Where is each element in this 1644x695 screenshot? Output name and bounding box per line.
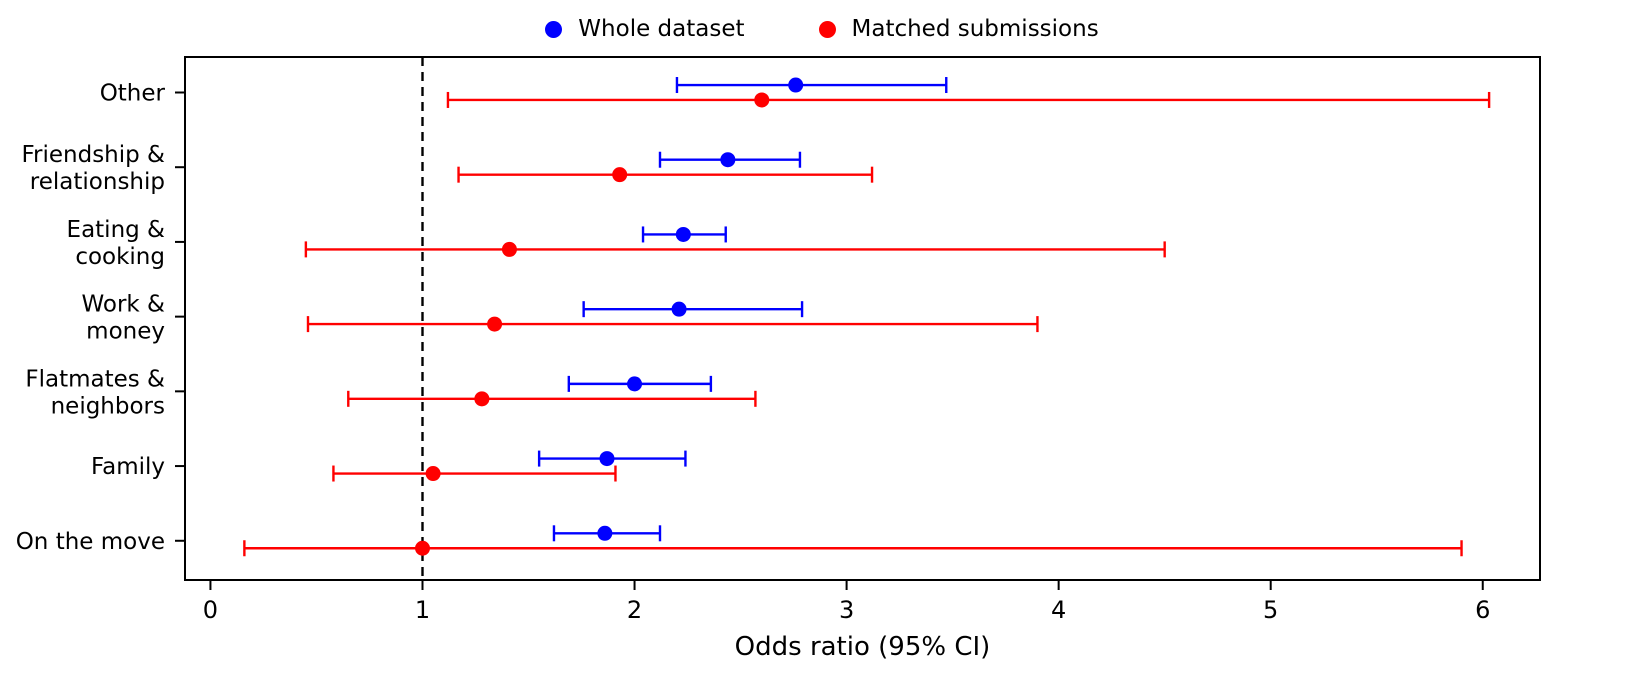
data-point-marker bbox=[720, 152, 736, 168]
y-category-label: Work & money bbox=[82, 292, 166, 345]
x-tick-label: 0 bbox=[203, 596, 218, 624]
legend-item-matched-submissions: Matched submissions bbox=[818, 16, 1099, 42]
data-point-marker bbox=[414, 540, 430, 556]
legend-label-matched-submissions: Matched submissions bbox=[851, 16, 1099, 42]
data-point-marker bbox=[487, 316, 503, 332]
series-1 bbox=[243, 91, 1491, 557]
data-point-marker bbox=[474, 391, 490, 407]
y-category-label: Flatmates & neighbors bbox=[25, 366, 165, 419]
x-tick-label: 2 bbox=[627, 596, 642, 624]
data-point-marker bbox=[754, 92, 770, 108]
y-category-label: Family bbox=[91, 454, 165, 480]
data-point-marker bbox=[627, 376, 643, 392]
x-axis-label: Odds ratio (95% CI) bbox=[734, 632, 991, 662]
data-point-marker bbox=[671, 301, 687, 317]
legend: Whole dataset Matched submissions bbox=[0, 16, 1644, 42]
series-0 bbox=[537, 77, 948, 542]
y-category-label: Friendship & relationship bbox=[21, 142, 165, 195]
y-category-label: On the move bbox=[16, 529, 165, 555]
x-tick-label: 1 bbox=[415, 596, 430, 624]
legend-item-whole-dataset: Whole dataset bbox=[545, 16, 745, 42]
legend-label-whole-dataset: Whole dataset bbox=[578, 16, 745, 42]
x-tick-label: 4 bbox=[1051, 596, 1066, 624]
x-tick-label: 5 bbox=[1263, 596, 1278, 624]
x-tick-label: 3 bbox=[839, 596, 854, 624]
data-point-marker bbox=[599, 451, 615, 467]
data-point-marker bbox=[425, 466, 441, 482]
x-tick-label: 6 bbox=[1475, 596, 1490, 624]
y-category-label: Other bbox=[100, 80, 166, 106]
legend-marker-blue-dot-icon bbox=[545, 20, 563, 38]
data-point-marker bbox=[612, 167, 628, 183]
data-point-marker bbox=[788, 77, 804, 93]
plot-frame bbox=[184, 56, 1541, 581]
x-axis: 0 1 2 3 4 5 6 bbox=[203, 580, 1490, 624]
data-point-marker bbox=[597, 525, 613, 541]
y-axis: Other Friendship & relationship Eating & coo… bbox=[16, 80, 185, 555]
data-point-marker bbox=[675, 226, 691, 242]
y-category-label: Eating & cooking bbox=[67, 217, 166, 270]
legend-marker-red-dot-icon bbox=[818, 20, 836, 38]
data-point-marker bbox=[501, 241, 517, 257]
